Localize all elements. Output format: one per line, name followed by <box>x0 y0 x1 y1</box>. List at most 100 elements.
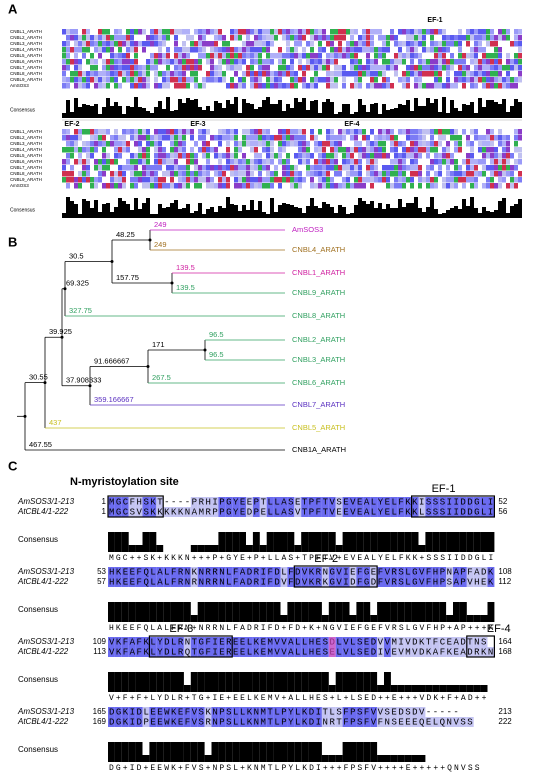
conservation-bar <box>142 672 150 692</box>
residue-cell <box>358 41 362 47</box>
conservation-bar <box>366 112 370 118</box>
residue-cell <box>118 183 122 189</box>
residue-cell <box>108 647 115 657</box>
residue-cell <box>446 497 453 507</box>
conservation-bar <box>414 98 418 118</box>
residue-cell <box>273 717 281 727</box>
conservation-bar <box>439 532 447 552</box>
residue-cell <box>266 183 270 189</box>
residue-cell <box>321 707 329 717</box>
conservation-bar <box>418 602 426 622</box>
residue-cell <box>370 41 374 47</box>
residue-cell <box>350 47 354 53</box>
residue-cell <box>290 65 294 71</box>
residue-cell <box>252 717 260 727</box>
residue-cell <box>246 647 253 657</box>
residue-cell <box>482 53 486 59</box>
residue-cell <box>254 59 258 65</box>
conservation-bar <box>232 672 240 692</box>
residue-cell <box>322 165 326 171</box>
residue-cell <box>282 129 286 135</box>
residue-cell <box>498 165 502 171</box>
residue-cell <box>418 71 422 77</box>
residue-cell <box>254 135 258 141</box>
conservation-bar <box>150 113 154 118</box>
residue-cell <box>480 567 488 577</box>
residue-cell <box>218 153 222 159</box>
residue-cell <box>294 647 302 657</box>
sequence-name: AmSOS3/1-213 <box>17 637 75 646</box>
conservation-bar <box>458 209 462 218</box>
residue-cell <box>302 77 306 83</box>
conservation-bar <box>473 615 481 622</box>
residue-cell <box>490 29 494 35</box>
residue-cell <box>170 141 174 147</box>
residue-cell <box>182 71 186 77</box>
residue-cell <box>204 717 212 727</box>
residue-cell <box>370 183 374 189</box>
residue-cell <box>462 177 466 183</box>
residue-cell <box>506 53 510 59</box>
residue-cell <box>342 177 346 183</box>
residue-cell <box>197 507 205 517</box>
residue-cell <box>218 171 222 177</box>
residue-cell <box>146 135 150 141</box>
residue-cell <box>398 41 402 47</box>
residue-cell <box>486 153 490 159</box>
residue-cell <box>478 135 482 141</box>
residue-cell <box>426 177 430 183</box>
residue-cell <box>494 59 498 65</box>
residue-cell <box>470 141 474 147</box>
residue-cell <box>232 577 240 587</box>
residue-cell <box>506 153 510 159</box>
residue-cell <box>326 71 330 77</box>
residue-cell <box>338 129 342 135</box>
residue-cell <box>310 171 314 177</box>
residue-cell <box>462 59 466 65</box>
ef-label: EF-4 <box>487 623 511 635</box>
residue-cell <box>206 29 210 35</box>
residue-cell <box>414 71 418 77</box>
conservation-bar <box>166 207 170 218</box>
residue-cell <box>314 77 318 83</box>
residue-cell <box>282 59 286 65</box>
residue-cell <box>106 71 110 77</box>
residue-cell <box>154 171 158 177</box>
residue-cell <box>214 65 218 71</box>
leaf-name: CNBL3_ARATH <box>292 355 345 364</box>
residue-cell <box>174 171 178 177</box>
start-position: 53 <box>97 567 106 576</box>
residue-cell <box>162 83 166 89</box>
residue-cell <box>163 647 171 657</box>
residue-cell <box>306 83 310 89</box>
residue-cell <box>290 129 294 135</box>
residue-cell <box>274 171 278 177</box>
conservation-bar <box>121 742 129 762</box>
residue-cell <box>110 135 114 141</box>
residue-cell <box>459 497 467 507</box>
residue-cell <box>430 135 434 141</box>
residue-cell <box>158 147 162 153</box>
residue-cell <box>286 47 290 53</box>
residue-cell <box>506 141 510 147</box>
residue-cell <box>470 77 474 83</box>
residue-cell <box>354 47 358 53</box>
residue-cell <box>294 497 302 507</box>
residue-cell <box>398 159 402 165</box>
residue-cell <box>102 41 106 47</box>
residue-cell <box>94 141 98 147</box>
residue-cell <box>510 171 514 177</box>
conservation-bar <box>404 532 412 552</box>
residue-cell <box>310 65 314 71</box>
residue-cell <box>182 165 186 171</box>
residue-cell <box>266 47 270 53</box>
residue-cell <box>342 35 346 41</box>
residue-cell <box>166 83 170 89</box>
residue-cell <box>142 135 146 141</box>
residue-cell <box>350 59 354 65</box>
residue-cell <box>478 59 482 65</box>
conservation-bar <box>418 545 426 552</box>
residue-cell <box>146 141 150 147</box>
residue-cell <box>294 29 298 35</box>
conservation-bar <box>334 213 338 218</box>
